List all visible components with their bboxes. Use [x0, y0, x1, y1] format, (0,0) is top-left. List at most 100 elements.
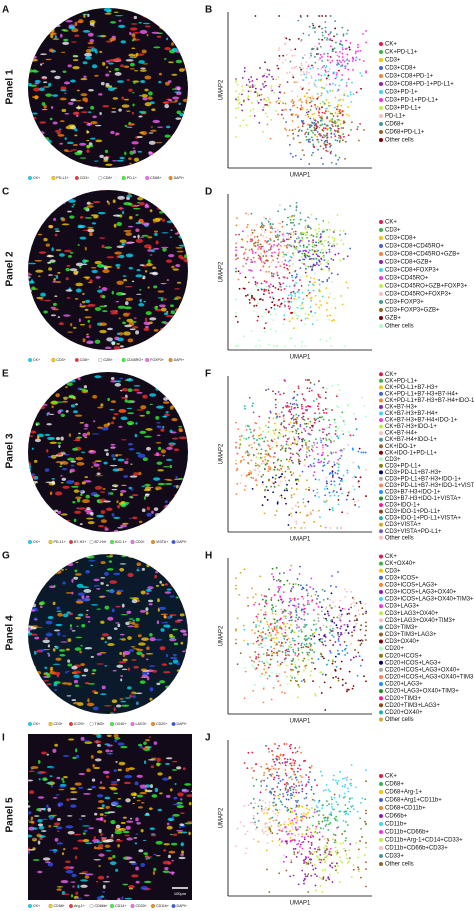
cell-signal	[136, 190, 142, 193]
umap-point	[308, 126, 311, 129]
cell-signal	[132, 32, 141, 34]
cell-signal	[46, 683, 52, 686]
umap-point	[311, 245, 314, 248]
umap-point	[288, 71, 291, 74]
umap-point	[312, 263, 315, 266]
umap-point	[291, 317, 294, 320]
umap-point	[273, 438, 276, 441]
image-legend-label: CD20+	[156, 722, 167, 726]
umap-point	[360, 624, 363, 627]
cell-signal	[175, 596, 179, 599]
umap-point	[296, 106, 299, 109]
image-legend-swatch	[51, 176, 56, 180]
cell-signal	[194, 625, 197, 629]
panel-letter: H	[205, 551, 212, 562]
umap-point	[286, 81, 289, 83]
cell-signal	[168, 61, 174, 64]
umap-point	[282, 635, 285, 638]
cell-signal	[132, 619, 135, 622]
umap-point	[306, 317, 309, 320]
umap-point	[313, 83, 316, 86]
cell-signal	[132, 516, 138, 520]
umap-point	[331, 601, 334, 603]
cell-signal	[84, 56, 92, 60]
umap-point	[321, 451, 324, 454]
umap-point	[297, 288, 300, 291]
cell-signal	[99, 322, 107, 327]
umap-point	[284, 102, 287, 105]
cell-signal	[76, 583, 84, 588]
umap-point	[255, 484, 258, 486]
umap-point	[287, 294, 290, 297]
cell-signal	[94, 260, 102, 265]
legend-swatch	[379, 411, 383, 416]
cell-signal	[86, 555, 95, 559]
cell-signal	[148, 140, 156, 145]
umap-point	[297, 296, 300, 299]
cell-signal	[36, 296, 44, 300]
cell-signal	[82, 533, 87, 536]
umap-point	[326, 139, 329, 142]
umap-point	[277, 67, 280, 70]
umap-point	[291, 113, 294, 115]
cell-signal	[125, 301, 129, 306]
umap-point	[305, 405, 308, 408]
umap-point	[293, 604, 296, 607]
umap-point	[338, 614, 341, 617]
umap-point	[331, 82, 334, 85]
image-legend-swatch	[130, 722, 135, 726]
cell-signal	[79, 216, 84, 219]
umap-point	[274, 412, 277, 415]
cell-signal	[74, 151, 83, 156]
umap-point	[292, 231, 295, 233]
image-legend-swatch	[48, 540, 53, 544]
umap-point	[320, 242, 323, 245]
umap-point	[308, 138, 311, 141]
umap-point	[297, 249, 299, 252]
umap-point	[244, 252, 247, 255]
umap-point	[288, 641, 291, 644]
cell-signal	[56, 610, 62, 612]
legend-label: CK+PD-L1+	[385, 378, 418, 384]
cell-signal	[60, 33, 63, 38]
umap-point	[254, 283, 257, 286]
umap-point	[326, 663, 328, 666]
legend-label: CD3+	[385, 568, 401, 574]
cell-signal	[167, 80, 172, 83]
umap-point	[325, 617, 327, 620]
umap-point	[250, 234, 253, 236]
umap-point	[237, 98, 240, 101]
umap-point	[248, 298, 251, 301]
cell-signal	[190, 254, 193, 257]
umap-point	[302, 646, 305, 649]
cell-signal	[144, 75, 152, 80]
legend-swatch	[379, 457, 383, 462]
cell-signal	[37, 324, 43, 328]
umap-point	[247, 90, 250, 93]
umap-point	[236, 83, 239, 86]
umap-point	[239, 571, 242, 574]
umap-point	[312, 462, 315, 465]
cell-signal	[174, 232, 179, 235]
cell-signal	[32, 679, 40, 682]
cell-signal	[160, 449, 167, 454]
umap-point	[337, 466, 340, 469]
umap-point	[241, 238, 244, 241]
umap-point	[295, 522, 298, 525]
umap-point	[290, 619, 293, 622]
cell-signal	[131, 47, 136, 50]
cell-signal	[112, 416, 116, 420]
umap-point	[243, 628, 246, 631]
umap-point	[285, 37, 288, 40]
umap-point	[341, 56, 344, 59]
umap-point	[271, 654, 273, 657]
umap-point	[267, 430, 270, 433]
cell-signal	[41, 108, 48, 111]
umap-point	[339, 135, 342, 138]
umap-point	[322, 129, 325, 132]
umap-point	[337, 476, 340, 479]
umap-point	[304, 219, 307, 222]
umap-point	[314, 667, 316, 670]
cell-signal	[145, 592, 150, 595]
umap-point	[307, 96, 309, 99]
